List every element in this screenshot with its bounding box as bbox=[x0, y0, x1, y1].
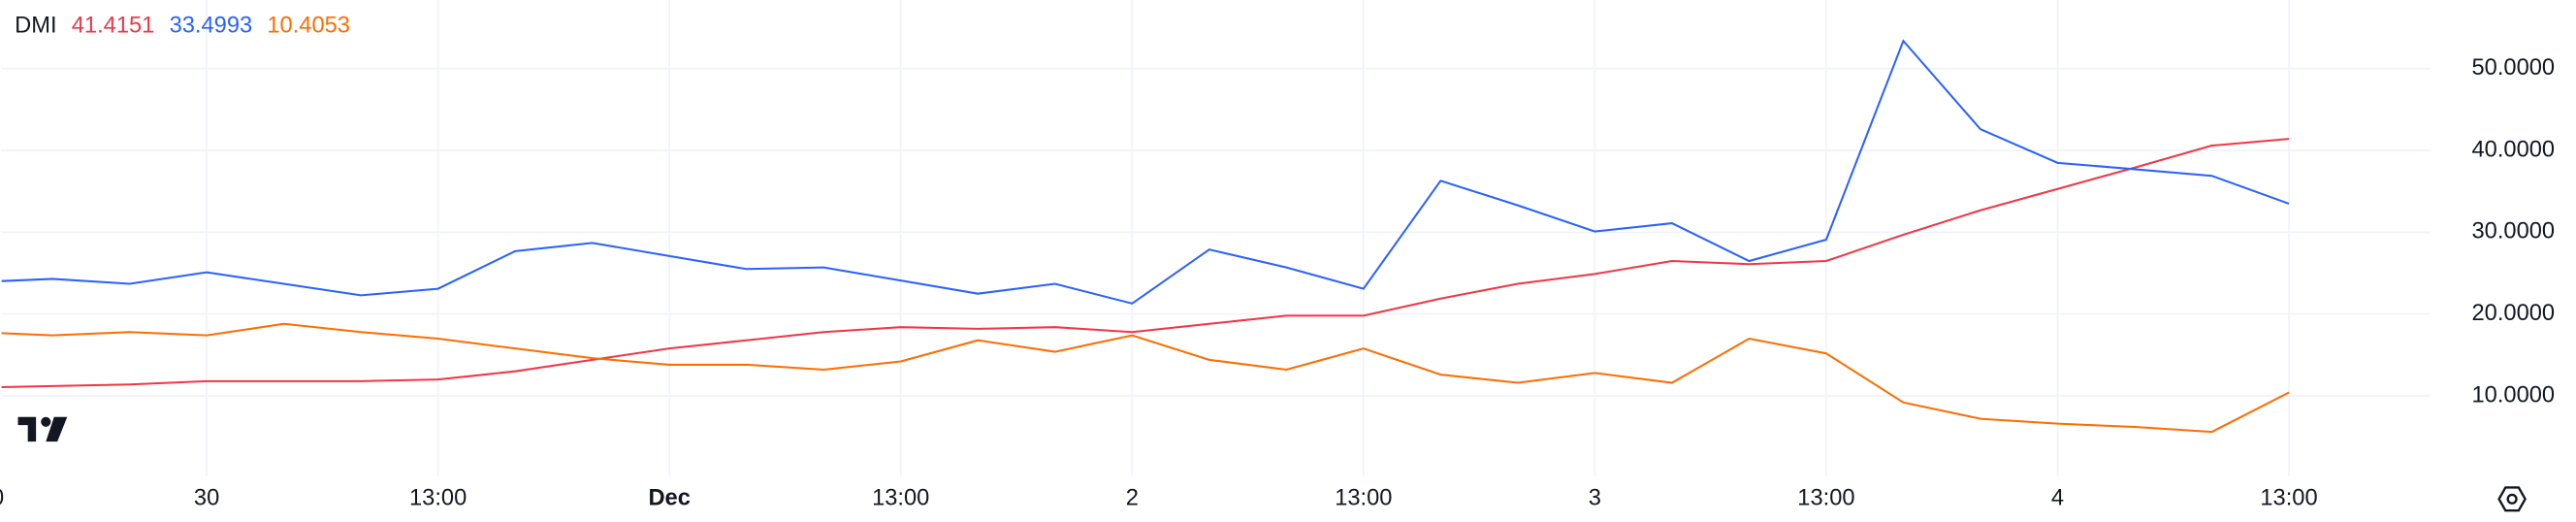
legend-value: 41.4151 bbox=[72, 13, 155, 38]
tradingview-logo bbox=[17, 416, 68, 442]
x-tick-label: 13:00 bbox=[1797, 486, 1854, 511]
dmi-line bbox=[1, 138, 2290, 389]
settings-button[interactable] bbox=[2497, 486, 2527, 512]
y-tick-label: 20.0000 bbox=[2472, 301, 2556, 326]
x-tick-label: 4 bbox=[2051, 486, 2064, 511]
x-tick-label: 3 bbox=[1589, 486, 1601, 511]
dmi-line bbox=[1, 322, 2290, 434]
x-tick-label: 13:00 bbox=[0, 486, 4, 511]
dmi-line bbox=[1, 39, 2290, 305]
x-tick-label: 13:00 bbox=[1335, 486, 1392, 511]
chart-title: DMI bbox=[15, 13, 56, 38]
plot bbox=[1, 39, 2290, 434]
grid bbox=[1, 0, 2431, 476]
x-tick-label: 13:00 bbox=[2260, 486, 2317, 511]
x-tick-label: Dec bbox=[648, 486, 690, 511]
legend: DMI 41.4151 33.4993 10.4053 bbox=[15, 13, 350, 38]
x-tick-label: 13:00 bbox=[872, 486, 929, 511]
legend-value: 33.4993 bbox=[170, 13, 253, 38]
y-tick-label: 10.0000 bbox=[2472, 382, 2556, 408]
legend-value: 10.4053 bbox=[267, 13, 350, 38]
y-tick-label: 50.0000 bbox=[2472, 55, 2556, 81]
x-tick-label: 30 bbox=[194, 486, 219, 511]
x-tick-label: 2 bbox=[1126, 486, 1139, 511]
axes: 10.0000 20.0000 30.0000 40.0000 50.0000 13:00… bbox=[0, 55, 2555, 511]
y-tick-label: 40.0000 bbox=[2472, 137, 2556, 162]
y-tick-label: 30.0000 bbox=[2472, 219, 2556, 245]
x-tick-label: 13:00 bbox=[409, 486, 467, 511]
